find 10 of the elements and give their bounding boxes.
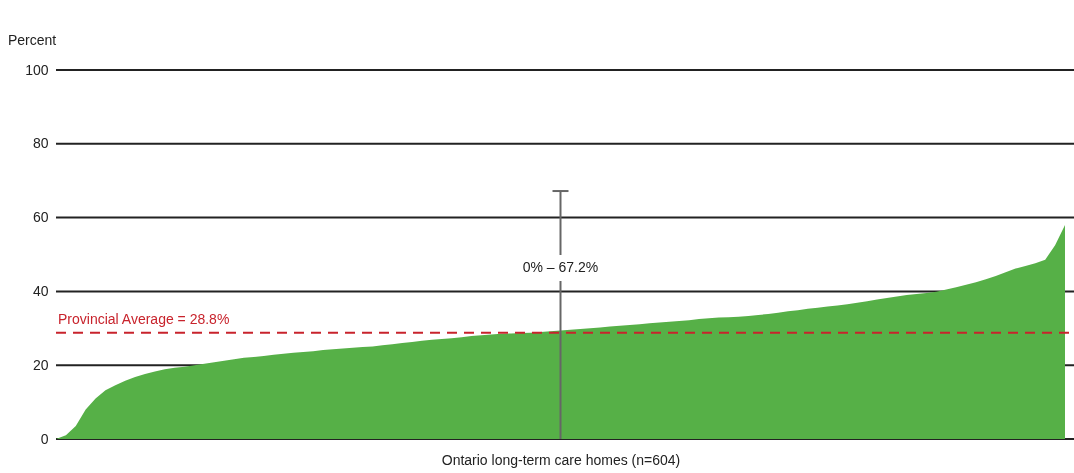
ref-line-label: Provincial Average = 28.8% <box>58 310 230 327</box>
x-axis-title: Ontario long-term care homes (n=604) <box>441 451 681 468</box>
y-tick-label: 80 <box>32 135 49 152</box>
y-axis-title: Percent <box>8 32 57 48</box>
y-tick-label: 20 <box>32 356 49 373</box>
y-tick-label: 100 <box>25 61 49 78</box>
annotation: 0% – 67.2% <box>522 258 599 275</box>
y-tick-label: 0 <box>40 430 49 447</box>
y-tick-label: 60 <box>32 209 49 226</box>
y-tick-label: 40 <box>32 282 49 299</box>
